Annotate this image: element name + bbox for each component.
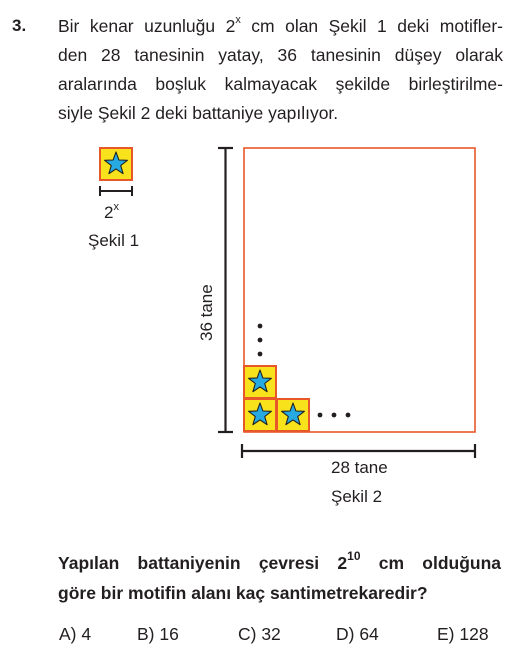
choice-d[interactable]: D) 64 [336, 624, 379, 644]
question-line-3: aralarında boşluk kalmayacak şekilde bir… [58, 74, 503, 94]
motif-tile [243, 398, 277, 432]
figures: 2x Şekil 1 36 tane 28 tane Şekil 2 [88, 146, 477, 506]
horizontal-label: 28 tane [331, 458, 388, 477]
question-line-1: Bir kenar uzunluğu 2x cm olan Şekil 1 de… [58, 14, 503, 36]
choice-c[interactable]: C) 32 [238, 624, 281, 644]
horizontal-ellipsis [317, 412, 351, 418]
prompt-line-1: Yapılan battaniyenin çevresi 210 cm oldu… [58, 549, 502, 573]
figure-2: 36 tane 28 tane Şekil 2 [197, 146, 477, 506]
question-text: Bir kenar uzunluğu 2x cm olan Şekil 1 de… [58, 12, 503, 128]
choice-a[interactable]: A) 4 [59, 624, 92, 644]
question-prompt: Yapılan battaniyenin çevresi 210 cm oldu… [58, 548, 501, 608]
vertical-label: 36 tane [197, 284, 216, 341]
dimension-marker [99, 186, 133, 196]
figure-2-caption: Şekil 2 [331, 487, 382, 506]
figure-1: 2x Şekil 1 [88, 147, 139, 250]
motif-tile [276, 398, 310, 432]
blanket-outline [243, 147, 476, 433]
figure-1-dimension: 2x [104, 201, 119, 222]
vertical-dimension [218, 146, 233, 434]
question-line-4: siyle Şekil 2 deki battaniye yapılıyor. [58, 103, 339, 123]
figure-1-caption: Şekil 1 [88, 231, 139, 250]
question-number: 3. [12, 16, 27, 35]
horizontal-dimension [240, 444, 477, 458]
motif-tile [243, 365, 277, 399]
choice-b[interactable]: B) 16 [137, 624, 179, 644]
motif-tile [99, 147, 133, 181]
vertical-ellipsis [257, 323, 263, 357]
choice-e[interactable]: E) 128 [437, 624, 489, 644]
prompt-line-2: göre bir motifin alanı kaç santimetrekar… [58, 583, 428, 603]
question-line-2: den 28 tanesinin yatay, 36 tanesinin düş… [58, 45, 503, 65]
